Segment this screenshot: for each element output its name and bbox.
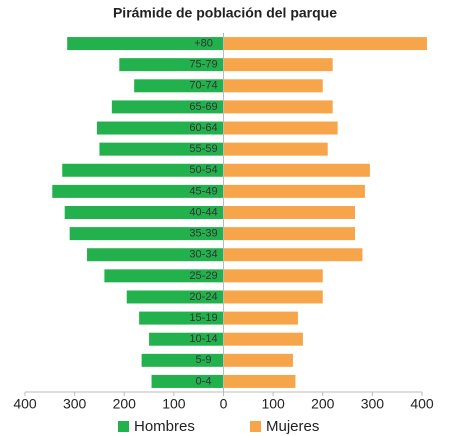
x-tick-label: 300 — [63, 396, 87, 412]
bar — [223, 79, 323, 93]
category-label: 65-69 — [189, 101, 217, 113]
legend-label: Mujeres — [266, 418, 319, 435]
bar — [69, 227, 224, 241]
x-tick-label: 400 — [410, 396, 434, 412]
bar — [67, 37, 224, 51]
x-tick-label: 100 — [261, 396, 285, 412]
bar — [223, 184, 365, 198]
legend-swatch — [250, 421, 261, 432]
category-label: 35-39 — [189, 228, 217, 240]
bar — [223, 163, 370, 177]
category-label: 45-49 — [189, 185, 217, 197]
bar — [223, 142, 328, 156]
category-label: 50-54 — [189, 164, 217, 176]
bar — [96, 121, 224, 135]
bar — [119, 58, 224, 72]
category-label: 0-4 — [196, 375, 212, 387]
category-label: 55-59 — [189, 143, 217, 155]
x-tick-label: 200 — [113, 396, 137, 412]
x-tick-label: 300 — [361, 396, 385, 412]
bar — [99, 142, 224, 156]
bar — [223, 37, 427, 51]
bar — [149, 332, 224, 346]
bar — [223, 290, 323, 304]
bar — [64, 206, 224, 219]
x-tick-label: 0 — [220, 396, 228, 412]
bar — [87, 248, 224, 262]
category-label: 60-64 — [189, 122, 217, 134]
bar — [223, 269, 323, 283]
bar — [223, 332, 303, 346]
bar — [52, 184, 224, 198]
bar — [223, 353, 293, 367]
category-label: 20-24 — [189, 291, 217, 303]
bar — [223, 374, 296, 388]
category-label: 40-44 — [189, 206, 217, 218]
category-label: 70-74 — [189, 80, 217, 92]
category-label: 30-34 — [189, 249, 217, 261]
category-label: +80 — [194, 37, 213, 49]
bar — [134, 79, 224, 93]
bar — [223, 100, 333, 114]
x-tick-label: 400 — [13, 396, 37, 412]
bar — [223, 121, 338, 135]
bar — [141, 353, 224, 367]
bar — [223, 227, 356, 241]
legend-label: Hombres — [134, 418, 195, 435]
category-label: 10-14 — [189, 333, 217, 345]
category-label: 25-29 — [189, 270, 217, 282]
bar — [104, 269, 224, 283]
category-label: 15-19 — [189, 312, 217, 324]
bar — [139, 311, 224, 325]
x-tick-label: 100 — [162, 396, 186, 412]
bar — [223, 248, 363, 262]
x-tick-label: 200 — [311, 396, 335, 412]
bar — [62, 163, 224, 177]
bar — [111, 100, 224, 114]
bar — [223, 58, 333, 72]
bar — [151, 374, 224, 388]
bar — [126, 290, 224, 304]
chart-title: Pirámide de población del parque — [113, 5, 337, 21]
bar — [223, 206, 356, 219]
legend-swatch — [118, 421, 129, 432]
category-label: 5-9 — [196, 354, 212, 366]
category-label: 75-79 — [189, 59, 217, 71]
bar — [223, 311, 298, 325]
